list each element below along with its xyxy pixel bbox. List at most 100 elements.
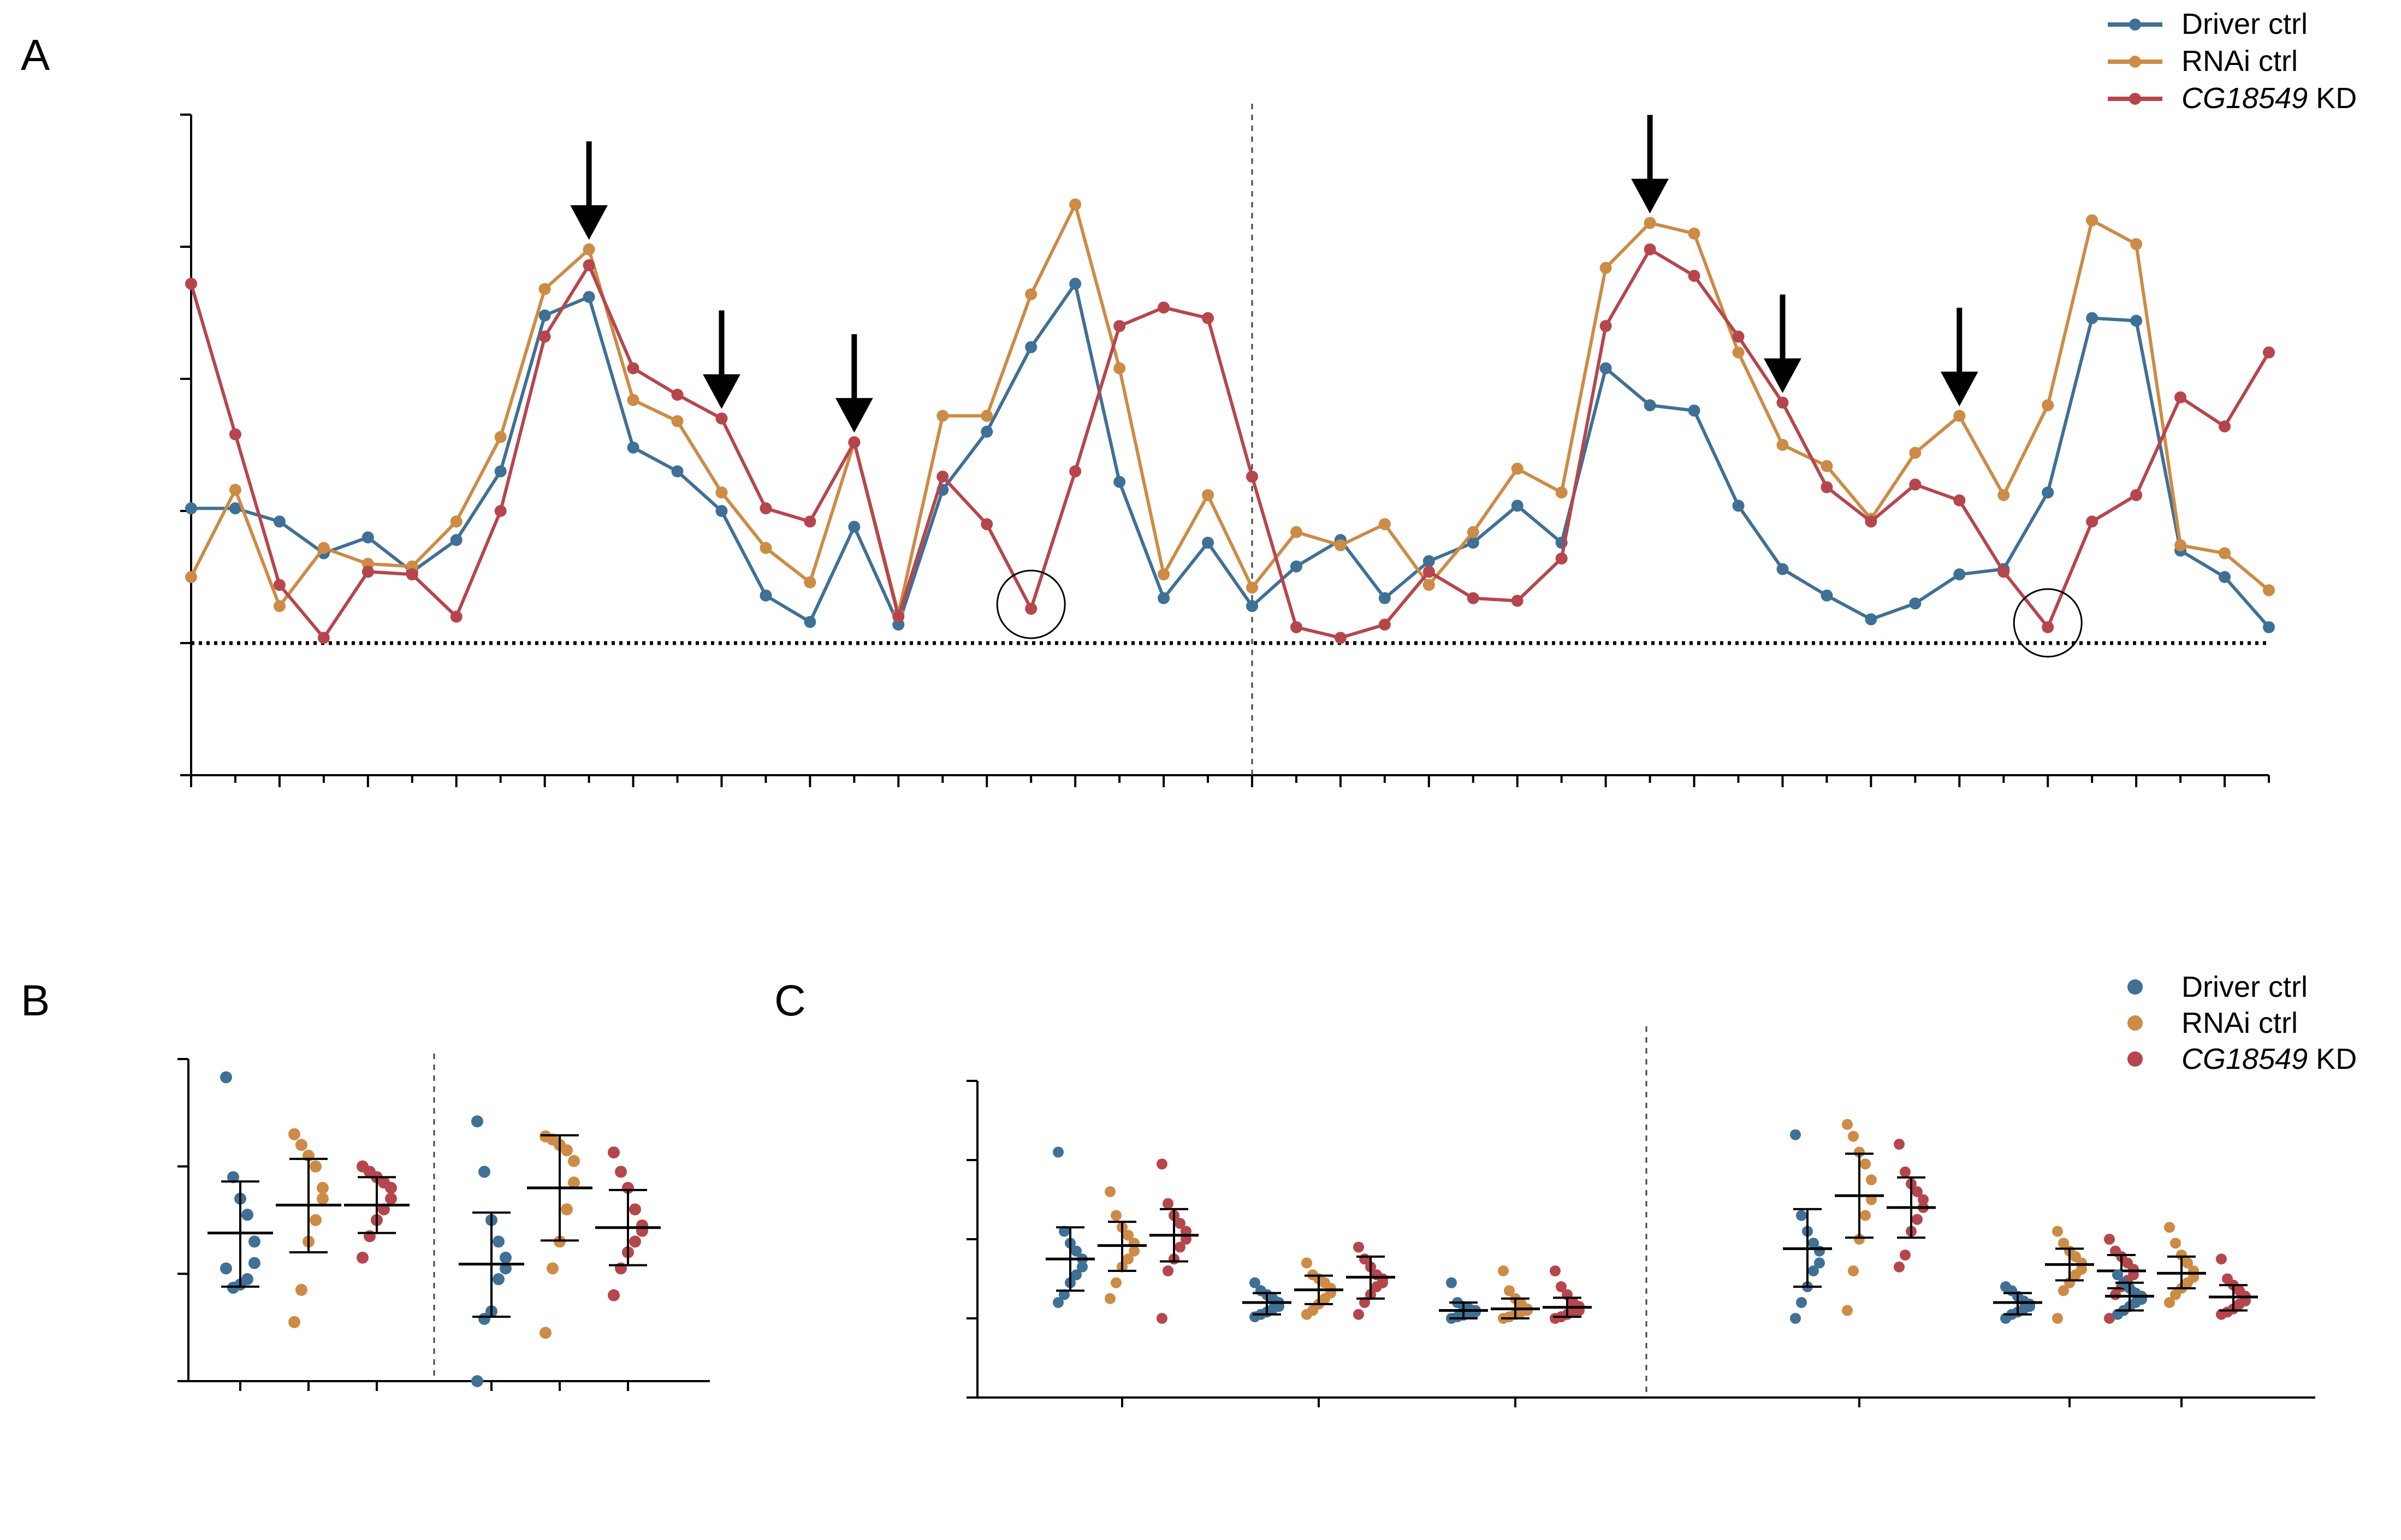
c-point-rnai [2164, 1297, 2175, 1308]
c-point-driver [1249, 1277, 1260, 1288]
a-point-driver [2263, 621, 2275, 633]
b-point-driver [248, 1257, 260, 1269]
c-point-kd [1900, 1250, 1911, 1260]
c-point-kd [1894, 1261, 1905, 1273]
c-point-rnai [2182, 1257, 2193, 1269]
c-point-rnai [1123, 1229, 1134, 1241]
c-point-driver [2112, 1309, 2123, 1320]
c-point-driver [1077, 1261, 1088, 1273]
a-point-kd [2174, 391, 2187, 403]
c-point-driver [2000, 1313, 2011, 1324]
a-point-driver [981, 425, 993, 438]
a-point-driver [185, 502, 197, 515]
b-point-rnai [288, 1316, 300, 1328]
c-point-kd [1175, 1241, 1185, 1253]
b-point-kd [629, 1203, 641, 1216]
c-point-kd [1894, 1139, 1905, 1150]
legend-a-rnai: RNAi ctrl [2181, 45, 2298, 78]
a-point-driver [671, 465, 684, 478]
legend-a-kd: CG18549 KD [2181, 82, 2357, 115]
b-point-rnai [295, 1139, 307, 1151]
a-point-rnai [1290, 526, 1302, 538]
a-point-driver [760, 589, 772, 602]
a-point-driver [627, 441, 639, 454]
a-point-kd [317, 632, 330, 644]
a-point-driver [1422, 555, 1435, 567]
a-point-rnai [273, 600, 286, 613]
c-point-rnai [2052, 1313, 2063, 1324]
legend-a-driver: Driver ctrl [2181, 8, 2308, 40]
a-point-kd [2219, 420, 2231, 433]
legend-c-rnai: RNAi ctrl [2181, 1007, 2298, 1039]
b-point-kd [629, 1235, 641, 1248]
a-series-line-kd [189, 247, 2270, 640]
a-point-kd [494, 505, 507, 517]
c-point-kd [1918, 1194, 1929, 1205]
a-point-driver [1909, 597, 1922, 610]
legend-c-driver-dot [2127, 979, 2143, 995]
a-point-driver [1776, 563, 1789, 575]
c-point-rnai [1129, 1245, 1140, 1257]
a-down-arrow [835, 334, 873, 433]
a-point-rnai [1202, 489, 1214, 501]
a-point-rnai [1069, 198, 1082, 211]
a-point-kd [936, 471, 949, 483]
legend-a: Driver ctrl RNAi ctrl CG18549 KD [2108, 8, 2357, 115]
a-point-kd [1909, 478, 1922, 491]
b-point-driver [220, 1262, 232, 1275]
b-point-rnai [568, 1155, 580, 1167]
b-point-rnai [310, 1214, 322, 1226]
a-point-rnai [1334, 539, 1347, 551]
legend-a-kd-swatch [2108, 93, 2162, 105]
a-point-kd [2086, 515, 2098, 528]
b-point-driver [227, 1171, 239, 1184]
b-point-driver [248, 1235, 260, 1248]
c-point-driver [1814, 1257, 1825, 1269]
b-point-driver [478, 1166, 490, 1178]
a-point-rnai [936, 409, 949, 422]
a-point-rnai [1025, 288, 1038, 301]
c-point-rnai [1301, 1309, 1312, 1320]
a-point-rnai [804, 576, 816, 588]
a-point-rnai [1599, 261, 1612, 274]
a-point-rnai [2263, 584, 2275, 597]
c-point-driver [2112, 1269, 2123, 1281]
c-point-rnai [1848, 1131, 1859, 1142]
a-point-kd [2130, 489, 2143, 501]
a-point-rnai [1246, 581, 1258, 594]
a-highlight-circle [996, 569, 1066, 639]
a-point-kd [1865, 515, 1877, 528]
a-point-driver [1865, 613, 1877, 626]
a-point-kd [2042, 621, 2054, 633]
b-point-rnai [568, 1176, 580, 1189]
panel-c-scatter-chart [967, 1026, 2315, 1407]
a-point-rnai [1422, 579, 1435, 591]
c-point-rnai [1498, 1265, 1509, 1276]
b-point-driver [493, 1273, 505, 1286]
a-down-arrow [570, 141, 608, 240]
b-point-rnai [317, 1182, 329, 1194]
a-point-kd [1776, 396, 1789, 409]
c-point-driver [1059, 1289, 1070, 1300]
b-point-kd [385, 1182, 397, 1194]
a-point-kd [1555, 552, 1568, 565]
c-point-kd [1900, 1166, 1911, 1178]
a-point-kd [671, 389, 684, 401]
a-down-arrow [1764, 294, 1801, 394]
c-point-rnai [1866, 1174, 1877, 1186]
c-point-driver [1814, 1245, 1825, 1257]
b-point-rnai [310, 1160, 322, 1173]
a-point-kd [1953, 494, 1966, 507]
a-point-driver [1467, 537, 1479, 549]
c-point-rnai [2052, 1226, 2063, 1237]
a-point-rnai [450, 515, 463, 528]
a-point-kd [760, 502, 772, 515]
a-point-driver [1599, 362, 1612, 374]
b-point-driver [478, 1312, 490, 1325]
a-point-rnai [1467, 526, 1479, 538]
a-point-driver [2219, 571, 2231, 583]
c-point-kd [1359, 1297, 1370, 1308]
a-point-kd [1732, 330, 1745, 343]
panel-a-line-chart [180, 104, 2275, 787]
b-point-rnai [317, 1192, 329, 1205]
